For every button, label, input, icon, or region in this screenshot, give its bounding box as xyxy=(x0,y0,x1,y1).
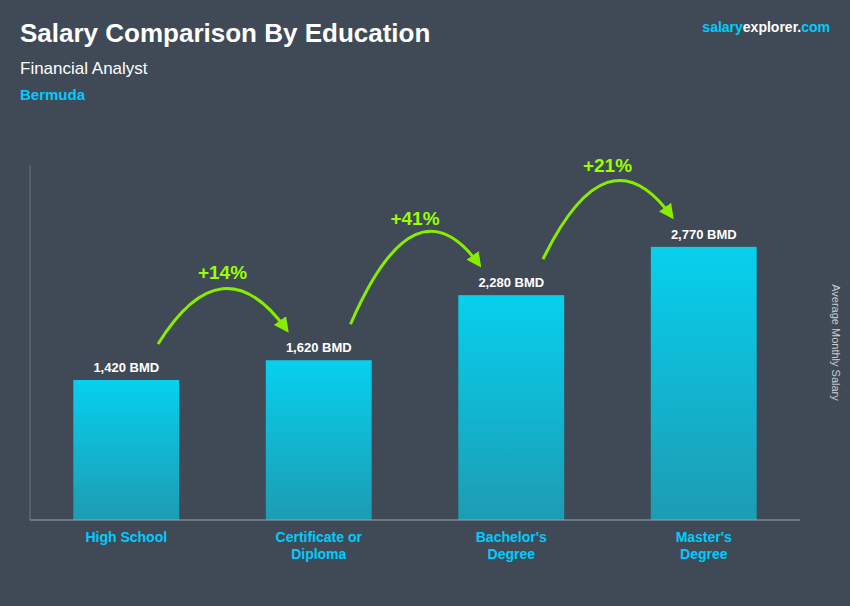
page: {"chart_data": {"type": "bar", "title": … xyxy=(0,0,850,606)
subtitle: Financial Analyst xyxy=(20,59,148,78)
brand: salaryexplorer.com xyxy=(702,19,830,35)
title: Salary Comparison By Education xyxy=(20,18,430,48)
brand-part: salary xyxy=(702,19,743,35)
bar xyxy=(266,360,372,520)
bar xyxy=(458,295,564,520)
x-tick-label-line: Bachelor's xyxy=(476,529,547,545)
value-label: 2,280 BMD xyxy=(478,275,544,290)
change-label: +41% xyxy=(390,208,439,229)
chart-svg: Salary Comparison By Education Financial … xyxy=(0,0,850,606)
change-arrow xyxy=(351,231,480,324)
bar xyxy=(73,380,179,520)
value-label: 2,770 BMD xyxy=(671,227,737,242)
x-tick-label-line: Diploma xyxy=(291,546,346,562)
x-tick-label: Bachelor'sDegree xyxy=(476,529,547,562)
y-axis-label: Average Monthly Salary xyxy=(830,284,842,401)
x-tick-label: High School xyxy=(85,529,167,545)
x-tick-label: Master'sDegree xyxy=(676,529,732,562)
brand-part: explorer xyxy=(743,19,799,35)
x-tick-label-line: Certificate or xyxy=(276,529,363,545)
value-label: 1,620 BMD xyxy=(286,340,352,355)
brand-part: com xyxy=(801,19,830,35)
bars xyxy=(73,247,756,520)
value-label: 1,420 BMD xyxy=(93,360,159,375)
change-arrow xyxy=(543,180,672,259)
x-tick-label-line: Degree xyxy=(680,546,728,562)
change-label: +21% xyxy=(583,155,632,176)
change-arrow xyxy=(158,288,287,344)
x-tick-label-line: Master's xyxy=(676,529,732,545)
chart-container: Salary Comparison By Education Financial … xyxy=(0,0,850,606)
background xyxy=(0,0,850,606)
y-axis-line xyxy=(30,165,31,520)
x-tick-label: Certificate orDiploma xyxy=(276,529,363,562)
x-tick-label-line: High School xyxy=(85,529,167,545)
bar xyxy=(651,247,757,520)
change-label: +14% xyxy=(198,262,247,283)
location: Bermuda xyxy=(20,86,86,103)
x-tick-label-line: Degree xyxy=(488,546,536,562)
